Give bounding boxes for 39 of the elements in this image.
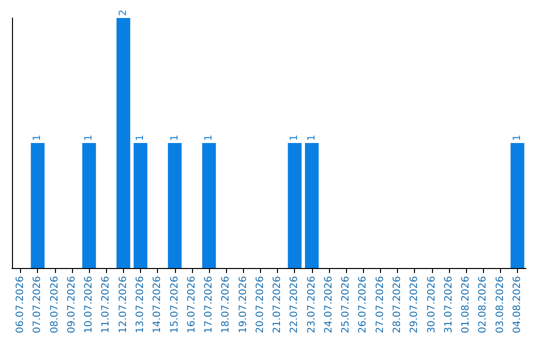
x-tick-label: 06.07.2026 (15, 276, 26, 334)
data-label: 1 (204, 134, 215, 141)
x-tick-label: 12.07.2026 (118, 276, 129, 334)
x-tick-label: 28.07.2026 (392, 276, 403, 334)
x-tick-label: 26.07.2026 (358, 276, 369, 334)
x-tick-label: 01.08.2026 (460, 276, 472, 334)
data-label: 1 (306, 134, 318, 141)
x-tick-label: 25.07.2026 (340, 276, 352, 334)
x-tick-label: 02.08.2026 (478, 276, 489, 334)
x-tick-label: 27.07.2026 (374, 276, 386, 334)
data-label: 1 (32, 134, 44, 141)
x-tick-label: 03.08.2026 (494, 276, 506, 334)
data-label: 1 (169, 134, 180, 141)
x-tick-label: 13.07.2026 (135, 276, 146, 334)
x-tick-label: 15.07.2026 (169, 276, 180, 334)
x-tick-label: 23.07.2026 (306, 276, 318, 334)
x-tick-label: 30.07.2026 (426, 276, 438, 334)
x-tick-label: 29.07.2026 (409, 276, 420, 334)
x-tick-label: 10.07.2026 (84, 276, 95, 334)
x-tick-label: 18.07.2026 (220, 276, 232, 334)
x-tick-label: 19.07.2026 (238, 276, 249, 334)
data-label: 1 (84, 134, 95, 141)
x-tick-label: 08.07.2026 (49, 276, 60, 334)
x-tick-label: 09.07.2026 (66, 276, 78, 334)
x-tick-label: 24.07.2026 (323, 276, 334, 334)
x-tick-label: 07.07.2026 (32, 276, 44, 334)
data-label: 1 (512, 134, 523, 141)
data-label: 2 (118, 10, 129, 16)
data-label: 1 (289, 134, 300, 141)
x-tick-label: 16.07.2026 (186, 276, 198, 334)
x-tick-label: 04.08.2026 (512, 276, 523, 334)
x-tick-label: 22.07.2026 (289, 276, 300, 334)
x-tick-label: 20.07.2026 (254, 276, 266, 334)
x-tick-label: 17.07.2026 (204, 276, 215, 334)
x-tick-label: 14.07.2026 (152, 276, 164, 334)
x-tick-label: 21.07.2026 (272, 276, 284, 334)
x-tick-label: 31.07.2026 (443, 276, 454, 334)
x-tick-label: 11.07.2026 (100, 276, 112, 334)
data-label: 1 (135, 134, 146, 141)
